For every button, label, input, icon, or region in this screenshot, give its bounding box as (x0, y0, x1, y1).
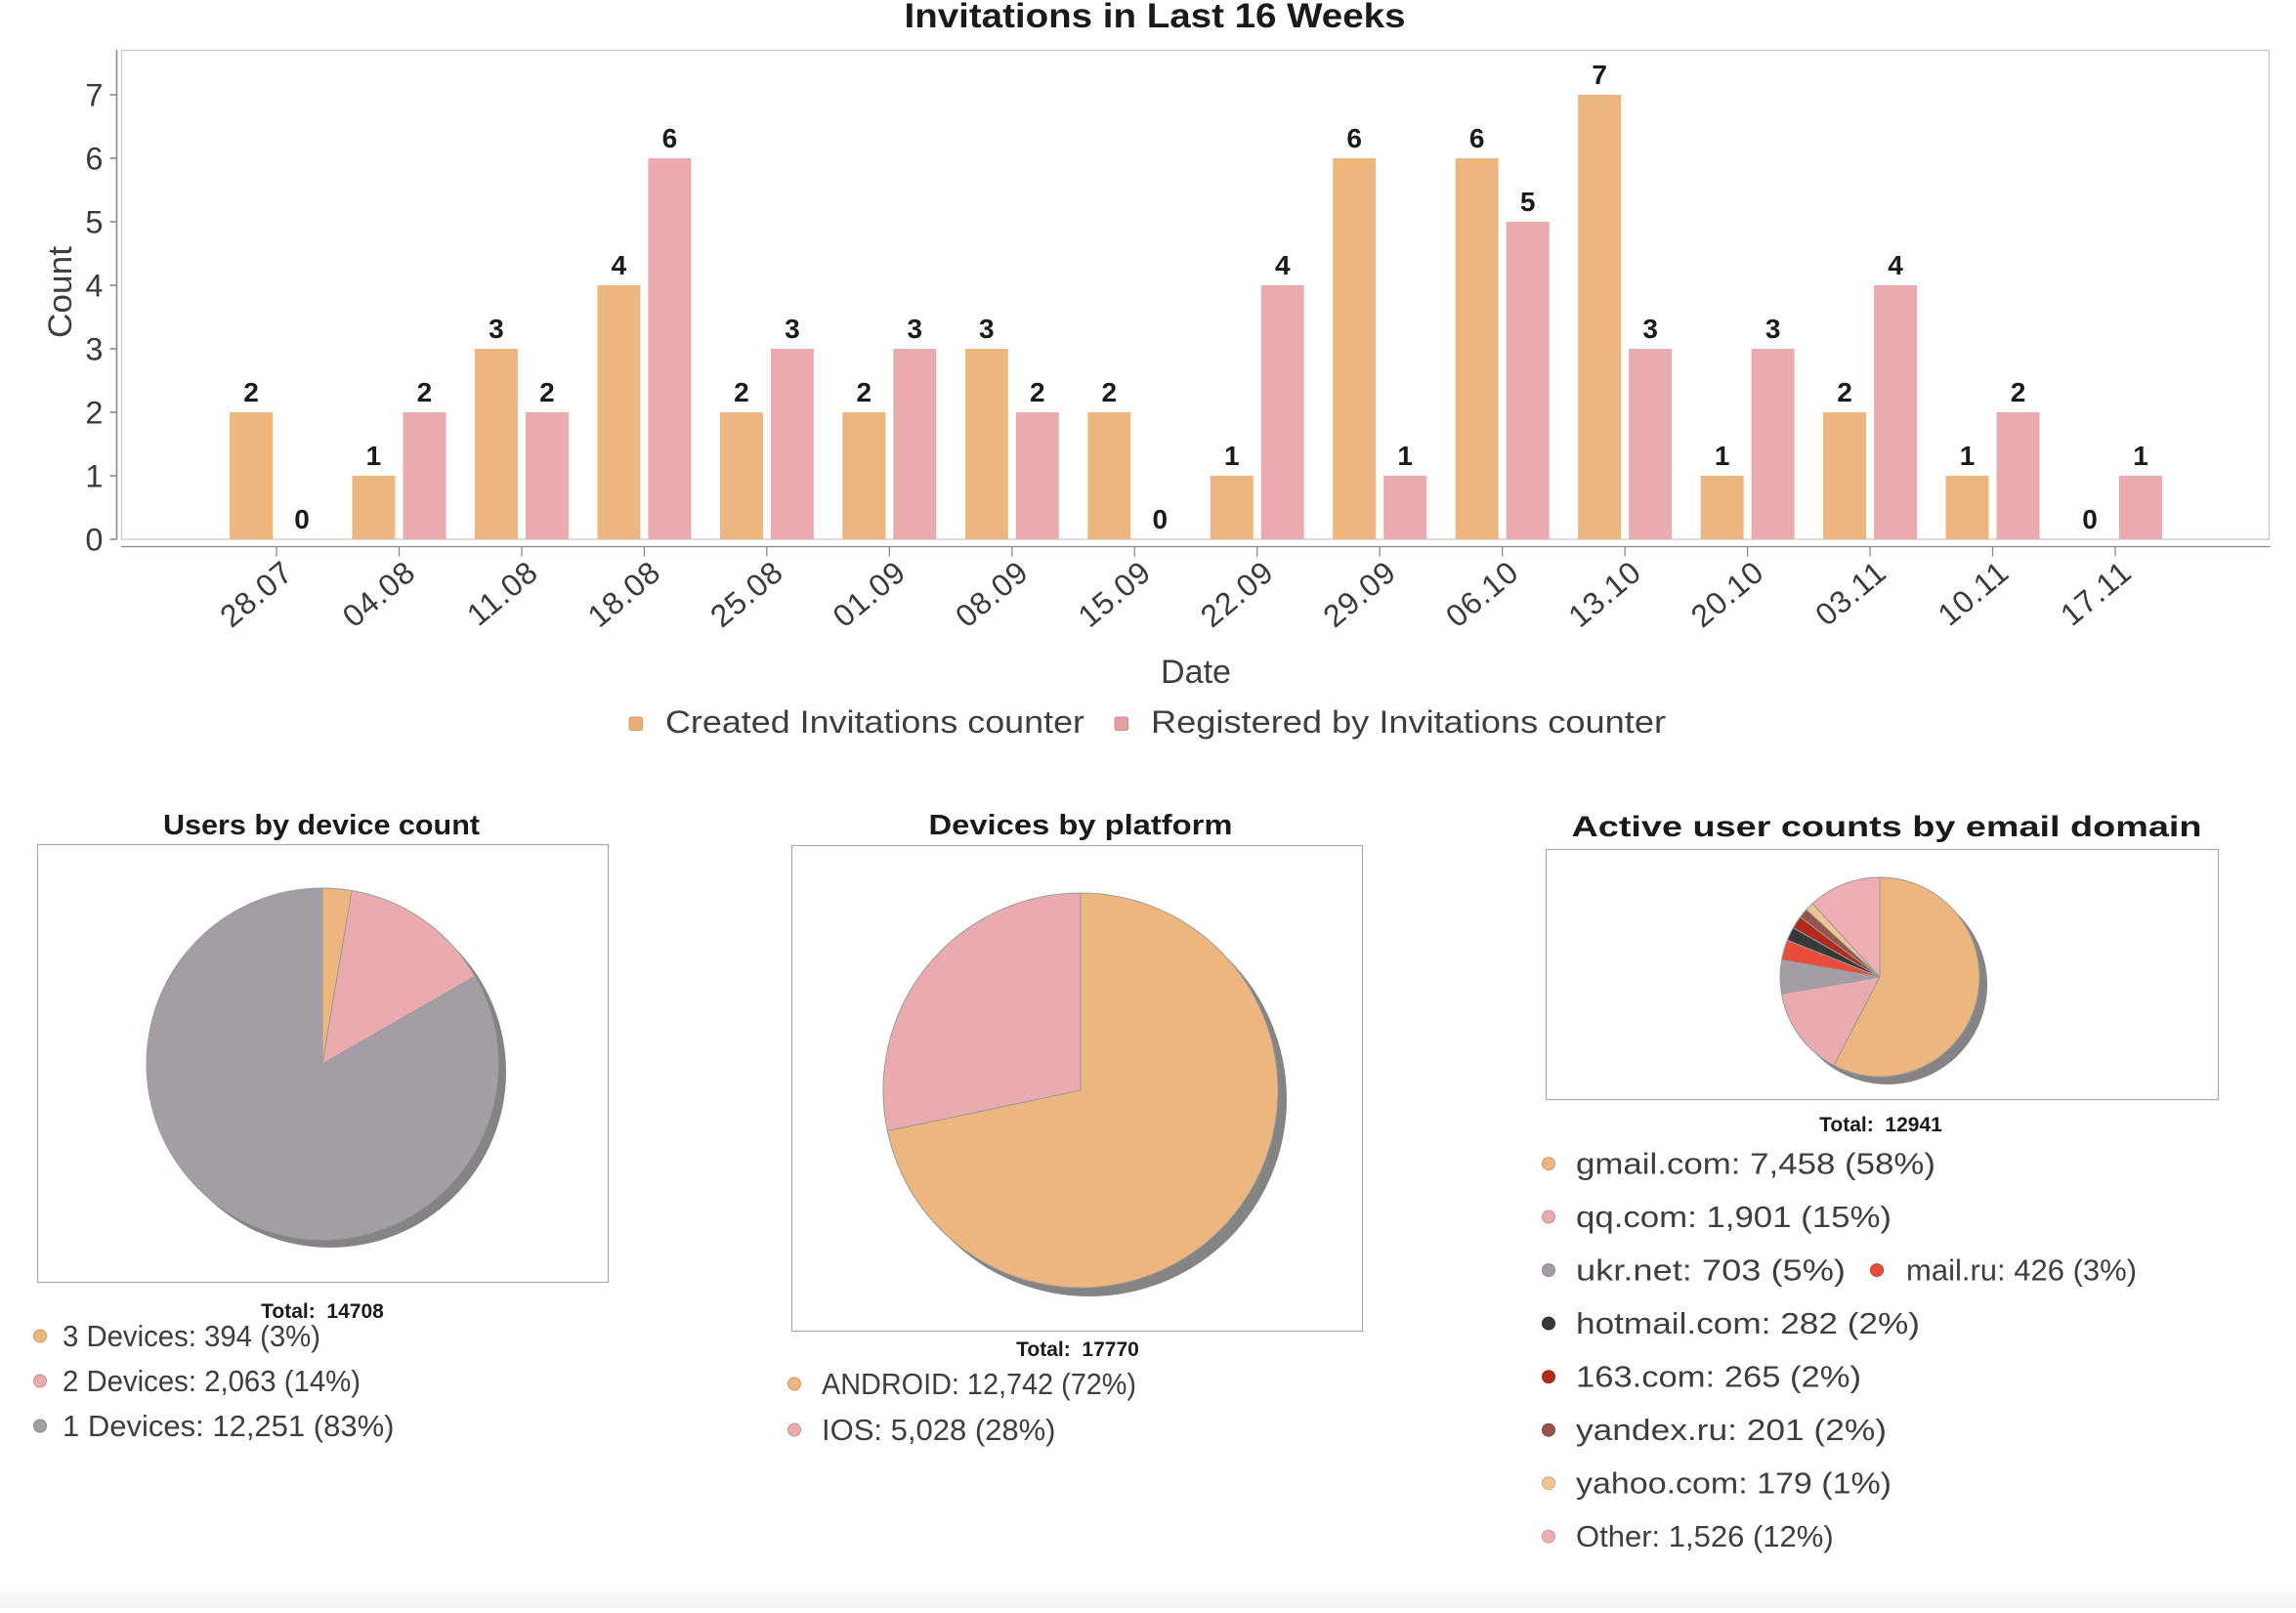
svg-text:2: 2 (734, 377, 749, 407)
svg-text:2: 2 (2011, 377, 2026, 407)
svg-text:0: 0 (1152, 504, 1168, 534)
svg-text:1: 1 (1224, 441, 1240, 471)
svg-text:mail.ru: 426 (3%): mail.ru: 426 (3%) (1906, 1253, 2137, 1288)
svg-text:1: 1 (1397, 441, 1413, 471)
svg-text:6: 6 (662, 123, 678, 153)
svg-text:5: 5 (1520, 187, 1536, 217)
svg-text:1: 1 (1960, 441, 1976, 471)
svg-text:3 Devices: 394 (3%): 3 Devices: 394 (3%) (63, 1319, 320, 1353)
svg-text:0: 0 (2082, 504, 2098, 534)
svg-text:3: 3 (489, 314, 504, 344)
svg-text:3: 3 (785, 314, 800, 344)
svg-text:qq.com: 1,901 (15%): qq.com: 1,901 (15%) (1576, 1200, 1892, 1234)
svg-text:yandex.ru: 201 (2%): yandex.ru: 201 (2%) (1576, 1413, 1887, 1447)
svg-text:Date: Date (1161, 654, 1231, 691)
svg-text:Total: 12941: Total: 12941 (1819, 1114, 1942, 1136)
svg-text:3: 3 (908, 314, 923, 344)
svg-text:2: 2 (539, 377, 555, 407)
svg-text:Devices by platform: Devices by platform (929, 810, 1233, 841)
svg-text:1: 1 (2133, 441, 2148, 471)
svg-text:3: 3 (1765, 314, 1781, 344)
svg-text:IOS: 5,028 (28%): IOS: 5,028 (28%) (822, 1413, 1056, 1447)
svg-text:3: 3 (85, 332, 103, 367)
svg-text:7: 7 (1592, 60, 1607, 90)
svg-text:4: 4 (85, 269, 103, 304)
svg-text:2: 2 (243, 377, 259, 407)
svg-text:4: 4 (612, 250, 627, 280)
svg-text:7: 7 (85, 78, 103, 113)
svg-text:2 Devices: 2,063 (14%): 2 Devices: 2,063 (14%) (63, 1364, 361, 1398)
svg-text:1: 1 (366, 441, 382, 471)
svg-text:163.com: 265 (2%): 163.com: 265 (2%) (1576, 1360, 1861, 1394)
svg-text:2: 2 (85, 396, 103, 431)
svg-text:Total: 17770: Total: 17770 (1016, 1338, 1139, 1361)
svg-text:0: 0 (294, 504, 310, 534)
svg-text:1: 1 (85, 459, 103, 494)
svg-text:3: 3 (1642, 314, 1658, 344)
svg-text:gmail.com: 7,458 (58%): gmail.com: 7,458 (58%) (1576, 1147, 1935, 1181)
svg-text:hotmail.com: 282 (2%): hotmail.com: 282 (2%) (1576, 1306, 1920, 1340)
svg-text:6: 6 (85, 142, 103, 177)
svg-text:1 Devices: 12,251 (83%): 1 Devices: 12,251 (83%) (63, 1409, 394, 1443)
svg-text:2: 2 (417, 377, 433, 407)
svg-text:2: 2 (1837, 377, 1852, 407)
svg-text:2: 2 (1101, 377, 1117, 407)
svg-text:Invitations in Last 16 Weeks: Invitations in Last 16 Weeks (905, 0, 1406, 35)
svg-text:4: 4 (1275, 250, 1291, 280)
svg-text:5: 5 (85, 205, 103, 240)
svg-text:Count: Count (42, 245, 79, 338)
svg-text:3: 3 (979, 314, 995, 344)
svg-text:Registered by Invitations coun: Registered by Invitations counter (1151, 704, 1666, 740)
svg-text:ukr.net: 703 (5%): ukr.net: 703 (5%) (1576, 1253, 1846, 1288)
svg-text:2: 2 (857, 377, 872, 407)
svg-text:6: 6 (1469, 123, 1485, 153)
svg-text:0: 0 (85, 523, 103, 558)
svg-text:Created Invitations counter: Created Invitations counter (665, 704, 1084, 740)
svg-text:yahoo.com: 179 (1%): yahoo.com: 179 (1%) (1576, 1466, 1892, 1501)
svg-text:4: 4 (1888, 250, 1903, 280)
svg-text:ANDROID: 12,742 (72%): ANDROID: 12,742 (72%) (822, 1367, 1136, 1401)
svg-text:1: 1 (1715, 441, 1730, 471)
svg-text:Total: 14708: Total: 14708 (261, 1300, 384, 1323)
svg-text:6: 6 (1346, 123, 1362, 153)
svg-text:Users by device count: Users by device count (163, 810, 480, 841)
svg-text:Other: 1,526 (12%): Other: 1,526 (12%) (1576, 1519, 1834, 1553)
svg-text:Active user counts by email do: Active user counts by email domain (1572, 811, 2202, 843)
svg-text:2: 2 (1030, 377, 1045, 407)
